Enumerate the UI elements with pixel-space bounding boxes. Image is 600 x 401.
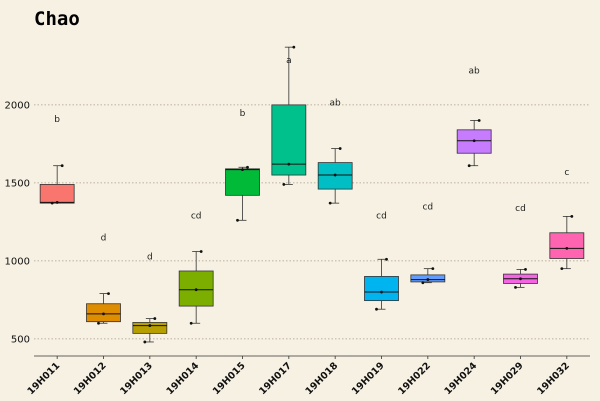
box-group-19H019: cd xyxy=(364,212,399,311)
data-point xyxy=(380,290,383,294)
x-tick-label-19H017: 19H017 xyxy=(257,360,294,397)
box-group-19H014: cd xyxy=(178,212,214,325)
box-19H019 xyxy=(364,276,399,302)
box-19H015 xyxy=(225,168,260,196)
data-point xyxy=(565,246,569,250)
data-point xyxy=(519,277,522,281)
x-tick-label-19H011: 19H011 xyxy=(26,360,63,397)
grid-layer xyxy=(34,104,590,340)
data-point xyxy=(246,165,249,169)
significance-label: ab xyxy=(330,99,342,109)
data-point xyxy=(236,218,239,222)
data-point xyxy=(282,183,286,186)
data-point xyxy=(107,292,110,296)
significance-label: cd xyxy=(422,202,433,212)
data-point xyxy=(143,340,147,344)
data-point xyxy=(426,278,430,281)
data-point xyxy=(421,281,425,285)
data-point xyxy=(375,307,378,311)
significance-label: b xyxy=(240,109,246,119)
box-group-19H012: d xyxy=(86,234,121,325)
significance-label: d xyxy=(101,234,107,244)
box-19H011 xyxy=(39,184,75,204)
data-point xyxy=(292,45,296,49)
x-tick-label-19H014: 19H014 xyxy=(165,360,202,397)
chart-title: Chao xyxy=(34,8,80,30)
box-group-19H013: d xyxy=(132,252,168,344)
data-point xyxy=(199,250,203,253)
data-point xyxy=(472,139,476,143)
data-point xyxy=(153,317,157,320)
data-point xyxy=(50,201,54,205)
data-point xyxy=(328,201,332,205)
significance-label: ab xyxy=(469,67,481,77)
data-point xyxy=(60,164,64,168)
data-point xyxy=(287,162,291,166)
x-tick-label-19H032: 19H032 xyxy=(535,360,572,397)
significance-label: cd xyxy=(191,212,202,222)
x-tick-label-19H018: 19H018 xyxy=(304,360,341,397)
significance-label: d xyxy=(147,252,153,262)
x-tick-label-19H022: 19H022 xyxy=(396,360,433,397)
y-tick-label-2000: 2000 xyxy=(5,100,30,111)
box-group-19H029: cd xyxy=(503,204,538,289)
data-point xyxy=(194,288,198,292)
data-point xyxy=(467,164,471,168)
x-tick-label-19H015: 19H015 xyxy=(211,360,248,397)
x-axis: 19H011 19H012 19H013 19H014 19H015 19H017 19H0… xyxy=(26,356,572,397)
data-point xyxy=(385,257,388,261)
box-group-19H032: c xyxy=(549,168,585,271)
data-point xyxy=(55,200,59,204)
significance-label: cd xyxy=(515,204,526,214)
x-tick-label-19H024: 19H024 xyxy=(443,360,480,397)
y-tick-label-1000: 1000 xyxy=(5,256,30,267)
data-point xyxy=(102,312,105,316)
data-point xyxy=(524,268,527,271)
box-group-19H024: ab xyxy=(456,67,492,168)
data-point xyxy=(431,267,435,271)
box-group-19H022: cd xyxy=(410,202,446,285)
data-point xyxy=(97,321,100,325)
data-point xyxy=(333,173,337,177)
x-tick-label-19H013: 19H013 xyxy=(118,360,155,397)
box-group-19H018: ab xyxy=(317,99,353,205)
data-point xyxy=(560,267,564,271)
data-point xyxy=(570,214,574,218)
significance-label: c xyxy=(564,168,569,178)
box-layer: b d d cd b a ab cd cd ab cd c xyxy=(39,45,585,344)
box-group-19H015: b xyxy=(225,109,260,222)
significance-label: cd xyxy=(376,212,387,222)
x-tick-label-19H012: 19H012 xyxy=(72,360,109,397)
box-19H032 xyxy=(549,232,585,259)
box-group-19H017: a xyxy=(271,45,307,186)
data-point xyxy=(148,324,152,327)
data-point xyxy=(477,119,481,122)
data-point xyxy=(241,168,244,172)
y-tick-label-500: 500 xyxy=(11,334,30,345)
data-point xyxy=(189,321,193,325)
y-axis: 500 1000 1500 2000 xyxy=(5,100,30,345)
data-point xyxy=(514,285,517,289)
box-group-19H011: b xyxy=(39,115,75,205)
data-point xyxy=(338,147,342,150)
significance-label: b xyxy=(54,115,60,125)
box-19H013 xyxy=(132,322,168,334)
x-tick-label-19H019: 19H019 xyxy=(350,360,387,397)
significance-label: a xyxy=(286,56,292,66)
x-tick-label-19H029: 19H029 xyxy=(489,360,526,397)
y-tick-label-1500: 1500 xyxy=(5,178,30,189)
